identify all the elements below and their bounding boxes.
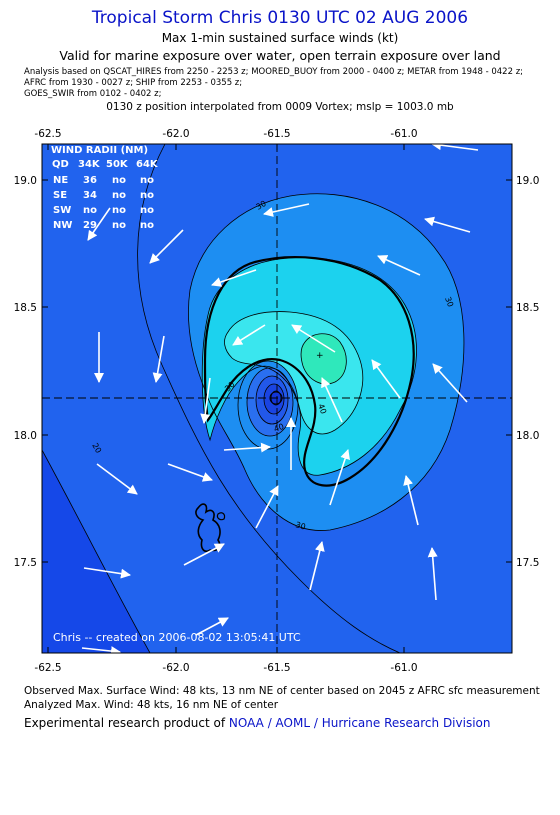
wind-radii-cell: 29 (83, 220, 97, 231)
lon-labels-bottom: -62.5 -62.0 -61.5 -61.0 (34, 662, 417, 674)
wind-radii-cell: no (112, 220, 126, 231)
wind-radii-row: SW no no no (53, 205, 154, 216)
map-title: Tropical Storm Chris 0130 UTC 02 AUG 200… (91, 8, 469, 28)
wind-radii-row: NE 36 no no (53, 175, 154, 186)
storm-center-marker (269, 391, 283, 405)
hrd-link[interactable]: NOAA / AOML / Hurricane Research Divisio… (228, 716, 491, 730)
observed-max-wind: Observed Max. Surface Wind: 48 kts, 13 n… (24, 685, 540, 697)
wind-radii-cell: NW (53, 220, 72, 231)
wind-20kt-area (42, 144, 400, 653)
wind-max-area (300, 333, 347, 385)
wind-radii-cell: 36 (83, 175, 97, 186)
contour-label: 20 (90, 442, 103, 455)
max-wind-marker: + (316, 351, 324, 361)
contour-label: 40 (273, 422, 286, 434)
lat-tick-label: 18.5 (516, 302, 539, 314)
axis-ticks (42, 144, 512, 653)
lon-tick-label: -61.0 (390, 128, 417, 140)
analysis-sources-2: AFRC from 1930 - 0027 z; SHIP from 2253 … (24, 78, 243, 88)
gale-force-contour (203, 256, 415, 487)
lon-tick-label: -61.5 (263, 128, 290, 140)
contour-label: 30 (294, 520, 306, 531)
wind-radii-cell: no (140, 190, 154, 201)
wind-radii-header-34k: 34K (78, 159, 101, 170)
product-credit: Experimental research product of NOAA / … (24, 716, 490, 730)
contour-label: 40 (316, 403, 328, 416)
storm-center-crosshair (42, 144, 512, 653)
credit-text: Chris -- created on 2006-08-02 13:05:41 … (53, 631, 301, 644)
position-note: 0130 z position interpolated from 0009 V… (106, 101, 454, 113)
contour-label: 30 (443, 296, 455, 309)
wind-radii-cell: no (112, 205, 126, 216)
wind-radii-header-50k: 50K (106, 159, 129, 170)
lon-labels-top: -62.5 -62.0 -61.5 -61.0 (34, 128, 417, 140)
analysis-sources-1: Analysis based on QSCAT_HIRES from 2250 … (24, 67, 524, 77)
wind-radii-cell: no (140, 175, 154, 186)
lat-tick-label: 19.0 (14, 175, 37, 187)
map-subtitle: Max 1-min sustained surface winds (kt) (161, 31, 399, 45)
lon-tick-label: -61.5 (263, 662, 290, 674)
wind-field-map: -62.5 -62.0 -61.5 -61.0 -62.5 -62.0 -61.… (14, 128, 540, 674)
wind-radii-cell: no (83, 205, 97, 216)
lat-tick-label: 17.5 (516, 557, 539, 569)
lat-tick-label: 18.0 (14, 430, 37, 442)
lat-tick-label: 17.5 (14, 557, 37, 569)
analyzed-max-wind: Analyzed Max. Wind: 48 kts, 16 nm NE of … (24, 699, 279, 711)
wind-vectors (81, 144, 479, 653)
wind-radii-row: NW 29 no no (53, 220, 154, 231)
product-credit-prefix: Experimental research product of (24, 716, 229, 730)
lon-tick-label: -62.0 (162, 128, 189, 140)
wind-radii-header-qd: QD (52, 159, 69, 170)
wind-contours (42, 144, 465, 653)
lat-tick-label: 19.0 (516, 175, 539, 187)
wind-radii-table: WIND RADII (NM) QD 34K 50K 64K NE 36 no … (51, 145, 159, 231)
wind-radii-cell: no (112, 190, 126, 201)
lat-labels-right: 19.0 18.5 18.0 17.5 (516, 175, 539, 569)
wind-radii-cell: SW (53, 205, 71, 216)
lat-tick-label: 18.0 (516, 430, 539, 442)
lon-tick-label: -62.5 (34, 128, 61, 140)
contour-labels: 20 30 30 30 30 40 40 (90, 199, 455, 532)
lon-tick-label: -62.5 (34, 662, 61, 674)
wind-radii-title: WIND RADII (NM) (51, 145, 148, 156)
island-islet (216, 512, 226, 521)
lon-tick-label: -62.0 (162, 662, 189, 674)
wind-radii-cell: NE (53, 175, 68, 186)
wind-radii-cell: 34 (83, 190, 97, 201)
wind-radii-cell: no (140, 205, 154, 216)
wind-radii-header-64k: 64K (136, 159, 159, 170)
wind-radii-cell: no (112, 175, 126, 186)
validity-note: Valid for marine exposure over water, op… (59, 48, 501, 63)
wind-radii-row: SE 34 no no (53, 190, 154, 201)
lat-tick-label: 18.5 (14, 302, 37, 314)
lat-labels-left: 19.0 18.5 18.0 17.5 (14, 175, 37, 569)
analysis-sources-3: GOES_SWIR from 0102 - 0402 z; (24, 89, 162, 99)
lon-tick-label: -61.0 (390, 662, 417, 674)
wind-radii-cell: no (140, 220, 154, 231)
wind-radii-cell: SE (53, 190, 67, 201)
